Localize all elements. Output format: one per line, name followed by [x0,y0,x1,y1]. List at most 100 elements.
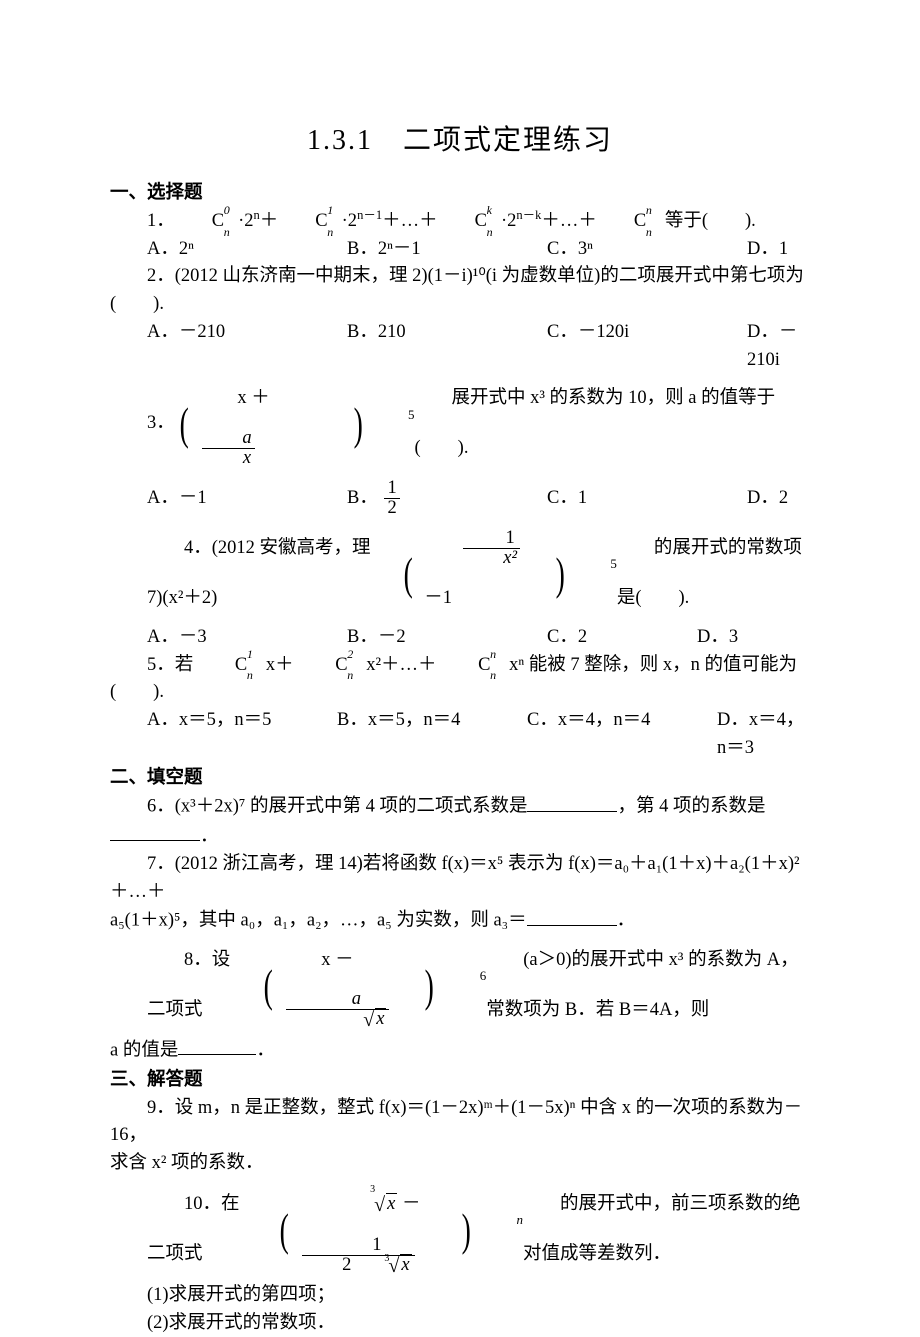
t: ·2 [238,211,253,231]
den: x² [503,548,517,568]
frac-1-2: 1 2 [384,479,399,519]
den: 2 [384,498,399,518]
comb-c-n-0: C0n [175,208,238,236]
q4-exp: 5 [573,546,617,581]
q5: 5．若 C1n x＋ C2n x²＋…＋ Cnn xⁿ 能被 7 整除，则 x，… [110,652,810,708]
q6: 6．(x³＋2x)⁷ 的展开式中第 4 项的二项式系数是，第 4 项的系数是． [110,792,810,851]
comb-c-n-1b: C1n [198,652,261,680]
q7-line2: a₅(1＋x)⁵，其中 a₀，a₁，a₂，…，a₅ 为实数，则 a₃＝ ． [110,906,810,935]
q5-options: A．x＝5，n＝5 B．x＝5，n＝4 C．x＝4，n＝4 D．x＝4，n＝3 [110,707,810,763]
q1-opt-b: B．2ⁿ－1 [347,236,547,264]
num: a [242,428,251,448]
q9-line2: 求含 x² 项的系数． [110,1150,810,1178]
q5-opt-a: A．x＝5，n＝5 [147,707,337,763]
q5-pre: 5．若 [147,655,193,675]
q4-paren: ( 1 x² －1 ) [371,524,575,624]
q3-opt-d: D．2 [747,474,810,524]
t: x＋ [266,655,294,675]
q3: 3． ( x ＋ a x ) 5 展开式中 x³ 的系数为 10，则 a 的值等… [110,374,810,474]
q3-options: A．－1 B． 1 2 C．1 D．2 [110,474,810,524]
comb-c-n-2: C2n [298,652,361,680]
q10-sub2: (2)求展开式的常数项． [110,1310,810,1337]
q4: 4．(2012 安徽高考，理 7)(x²＋2) ( 1 x² －1 ) 5 的展… [110,524,810,624]
frac-1-x2: 1 x² [463,529,520,569]
q8-line2: a 的值是． [110,1036,810,1065]
q3-opt-c: C．1 [547,474,747,524]
t: x － [321,950,353,970]
q5-opt-b: B．x＝5，n＝4 [337,707,527,763]
q8-paren: ( x － a √x ) [231,936,445,1036]
rad: x [376,1009,384,1029]
q8-tail: (a＞0)的展开式中 x³ 的系数为 A，常数项为 B．若 B＝4A，则 [486,936,810,1036]
q2-options: A．－210 B．210 C．－120i D．－210i [110,319,810,375]
q4-opt-d: D．3 [697,624,810,652]
t: B． [347,488,378,508]
q10-exp: n [480,1202,524,1237]
t: x²＋…＋ [366,655,436,675]
q2-opt-d: D．－210i [747,319,810,375]
comb-c-n-nb: Cnn [441,652,504,680]
frac-a-sqrtx: a √x [286,990,389,1031]
q3-paren: ( x ＋ a x ) [147,374,373,474]
t: －1 [424,588,452,608]
q5-opt-c: C．x＝4，n＝4 [527,707,717,763]
t: a₅(1＋x)⁵，其中 a₀，a₁，a₂，…，a₅ 为实数，则 a₃＝ [110,911,527,931]
sqrt: √x [326,1010,386,1031]
comb-c-n-k: Ckn [438,208,501,236]
t: ． [617,911,636,931]
q10-tail: 的展开式中，前三项系数的绝对值成等差数列． [523,1180,810,1280]
q10: 10．在二项式 ( 3√x － 1 23√x ) n 的展开式中，前三项系数的绝… [110,1178,810,1282]
q2-opt-c: C．－120i [547,319,747,375]
frac-a-over-x: a x [202,429,254,469]
q4-tail: 的展开式的常数项是( ). [617,524,810,624]
num: 1 [302,1236,414,1255]
cbrt-x-1: 3√x [337,1178,397,1232]
q4-lead: 4．(2012 安徽高考，理 7)(x²＋2) [147,524,371,624]
t: ＋ [260,211,279,231]
q3-lead: 3． [110,399,147,449]
num: 1 [463,529,520,548]
q3-tail: 展开式中 x³ 的系数为 10，则 a 的值等于( ). [415,374,811,474]
t: 6．(x³＋2x)⁷ 的展开式中第 4 项的二项式系数是 [147,797,527,817]
comb-c-n-1: C1n [278,208,341,236]
q4-opt-c: C．2 [547,624,697,652]
cbrt-x-2: 3√x [351,1256,411,1277]
sup: n－k [516,208,541,222]
q2: 2．(2012 山东济南一中期末，理 2)(1－i)¹⁰(i 为虚数单位)的二项… [110,263,810,319]
q7-line1: 7．(2012 浙江高考，理 14)若将函数 f(x)＝x⁵ 表示为 f(x)＝… [110,851,810,907]
q3-opt-b: B． 1 2 [347,474,547,524]
rad: x [387,1194,395,1214]
q1: 1．C0n·2n＋C1n·2n－1＋…＋Ckn·2n－k＋…＋Cnn 等于( )… [110,208,810,236]
q2-opt-a: A．－210 [147,319,347,375]
q2-opt-b: B．210 [347,319,547,375]
section-heading-3: 三、解答题 [110,1067,810,1095]
t: 等于( ). [660,211,756,231]
q8-lead: 8．设二项式 [147,936,231,1036]
blank [527,792,617,812]
q1-opt-d: D．1 [747,236,810,264]
den: x [243,448,251,468]
q10-paren: ( 3√x － 1 23√x ) [247,1178,482,1282]
q4-opt-b: B．－2 [347,624,547,652]
blank [527,906,617,926]
t: ． [200,826,219,846]
page-title: 1.3.1 二项式定理练习 [110,120,810,162]
q3-exp: 5 [371,397,415,432]
t: － [402,1194,421,1214]
section-heading-2: 二、填空题 [110,765,810,793]
comb-c-n-n: Cnn [597,208,660,236]
q10-sub1: (1)求展开式的第四项； [110,1282,810,1310]
page: 1.3.1 二项式定理练习 一、选择题 1．C0n·2n＋C1n·2n－1＋…＋… [0,0,920,1337]
q3-opt-a: A．－1 [147,474,347,524]
blank [178,1036,256,1056]
blank [110,822,200,842]
t: ＋…＋ [541,211,597,231]
t: x ＋ [237,388,269,408]
t: ·2 [501,211,516,231]
sup: n－1 [357,208,382,222]
q8: 8．设二项式 ( x － a √x ) 6 (a＞0)的展开式中 x³ 的系数为… [110,936,810,1036]
t: n [517,1212,524,1227]
q8-exp: 6 [443,958,487,993]
q10-lead: 10．在二项式 [147,1180,247,1280]
q5-opt-d: D．x＝4，n＝3 [717,707,810,763]
